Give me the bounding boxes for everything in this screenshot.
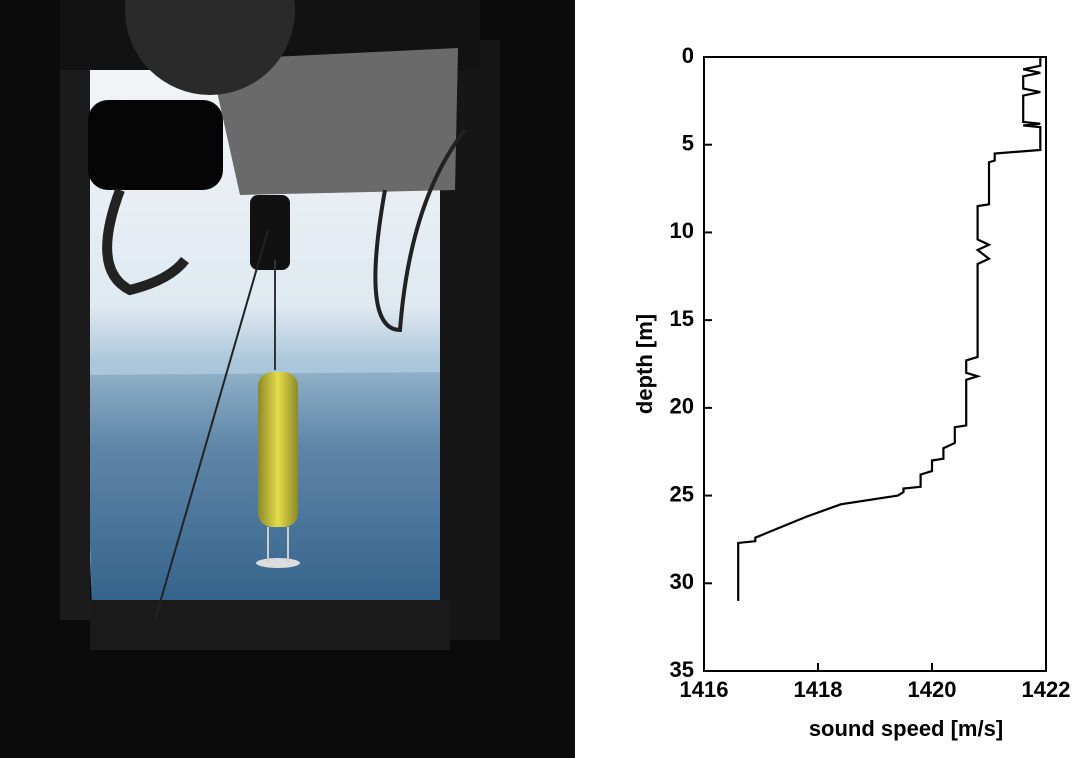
x-tick-label: 1420: [908, 677, 957, 702]
figure: sound speed [m/s] depth [m] 0 5 10 15 20 25 30…: [0, 0, 1079, 758]
plot-frame: [704, 57, 1046, 671]
pulley: [250, 195, 290, 270]
y-tick-label: 20: [670, 394, 694, 419]
y-axis-label: depth [m]: [632, 314, 657, 414]
x-tick-label: 1418: [794, 677, 843, 702]
chart: sound speed [m/s] depth [m] 0 5 10 15 20 25 30…: [632, 43, 1070, 741]
y-tick-label: 10: [670, 218, 694, 243]
x-axis-label: sound speed [m/s]: [809, 716, 1003, 741]
frame-bottom: [90, 600, 450, 650]
photo: [0, 0, 575, 758]
page: {"chart_data": {"type": "line", "xlabel"…: [0, 0, 1079, 758]
y-tick-label: 30: [670, 569, 694, 594]
frame-left: [60, 60, 90, 620]
y-tick-label: 25: [670, 481, 694, 506]
x-tick-label: 1416: [680, 677, 729, 702]
probe-foot: [256, 558, 300, 568]
ctd-probe: [258, 372, 298, 527]
housing: [88, 100, 223, 190]
profile-line: [738, 57, 1040, 601]
y-tick-label: 15: [670, 306, 694, 331]
x-tick-label: 1422: [1022, 677, 1071, 702]
y-tick-label: 0: [682, 43, 694, 68]
y-tick-label: 5: [682, 131, 694, 156]
